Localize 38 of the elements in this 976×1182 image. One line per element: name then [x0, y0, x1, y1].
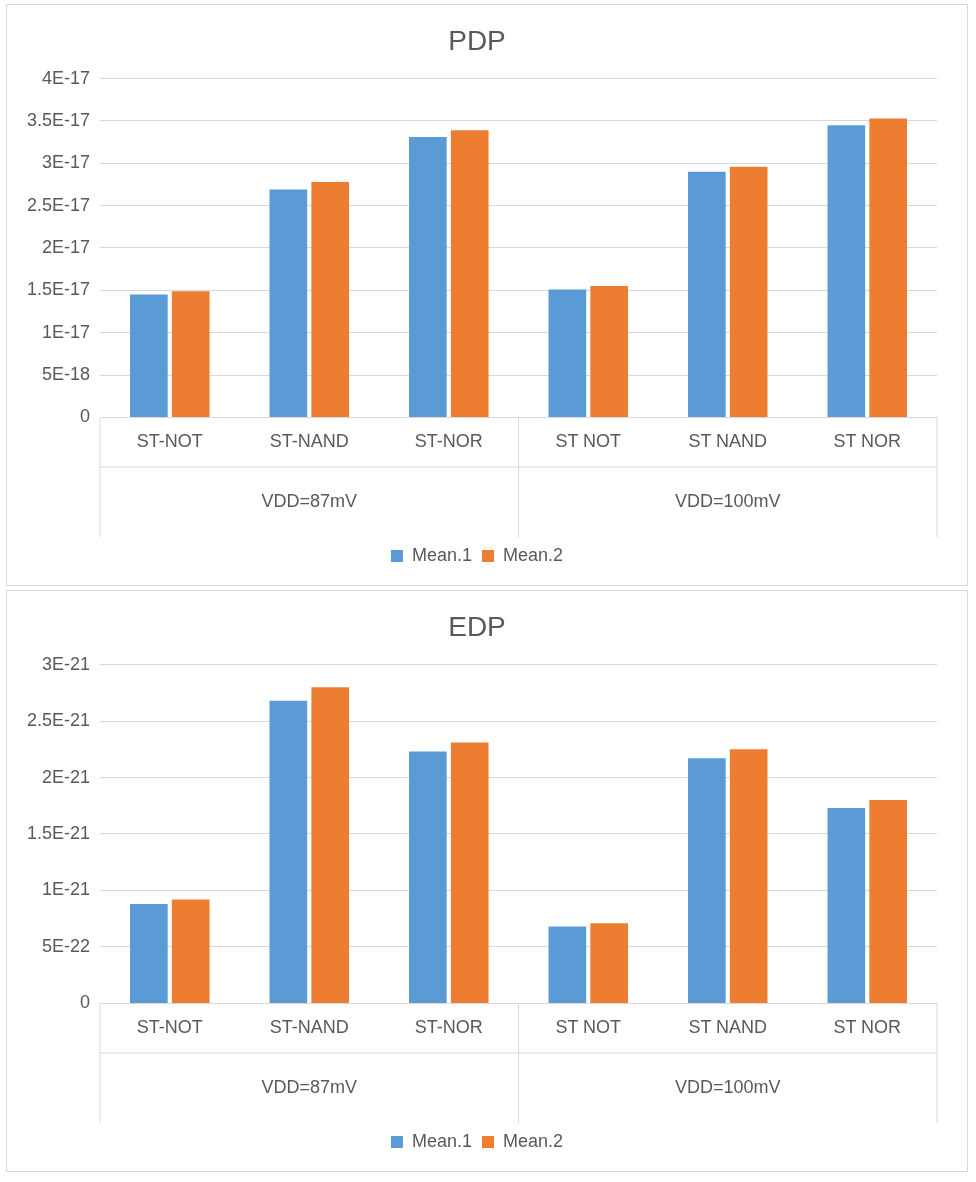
x-tick-label: ST NOT [555, 431, 622, 452]
y-tick-label: 1E-17 [42, 321, 91, 342]
y-tick-label: 1E-21 [42, 879, 91, 900]
y-tick-label: 3.5E-17 [27, 109, 91, 130]
x-tick-label: ST-NAND [269, 431, 349, 452]
x-tick-label: ST-NAND [269, 1017, 349, 1038]
y-tick-label: 2.5E-21 [27, 710, 91, 731]
x-tick-label: ST-NOR [414, 1017, 483, 1038]
y-tick-label: 1.5E-21 [27, 822, 91, 843]
text: VDD=87mV [261, 490, 358, 511]
y-tick-label: 5E-22 [42, 935, 91, 956]
x-tick-label: ST NOR [833, 1017, 902, 1038]
y-tick-label: 0 [80, 406, 91, 427]
x-tick-label: ST NAND [688, 431, 768, 452]
text: VDD=100mV [674, 1076, 781, 1097]
y-tick-label: 2.5E-17 [27, 194, 91, 215]
x-tick-label: ST-NOT [136, 1017, 203, 1038]
legend-label: Mean.1 [411, 544, 473, 565]
y-tick-label: 1.5E-17 [27, 279, 91, 300]
x-tick-label: ST NAND [688, 1017, 768, 1038]
text: VDD=87mV [261, 1076, 358, 1097]
y-tick-label: 4E-17 [42, 67, 91, 88]
legend-label: Mean.2 [503, 544, 564, 565]
text: VDD=100mV [674, 490, 781, 511]
y-tick-label: 0 [80, 992, 91, 1013]
y-tick-label: 5E-18 [42, 364, 91, 385]
x-tick-label: ST-NOT [136, 431, 203, 452]
x-tick-label: ST NOR [833, 431, 902, 452]
y-tick-label: 2E-17 [42, 236, 91, 257]
chart-title: PDP [448, 24, 506, 56]
y-tick-label: 3E-21 [42, 653, 91, 674]
x-tick-label: ST NOT [555, 1017, 622, 1038]
y-tick-label: 3E-17 [42, 152, 91, 173]
legend-label: Mean.1 [411, 1130, 473, 1151]
y-tick-label: 2E-21 [42, 766, 91, 787]
legend-label: Mean.2 [503, 1130, 564, 1151]
x-tick-label: ST-NOR [414, 431, 483, 452]
chart-title: EDP [448, 610, 506, 642]
